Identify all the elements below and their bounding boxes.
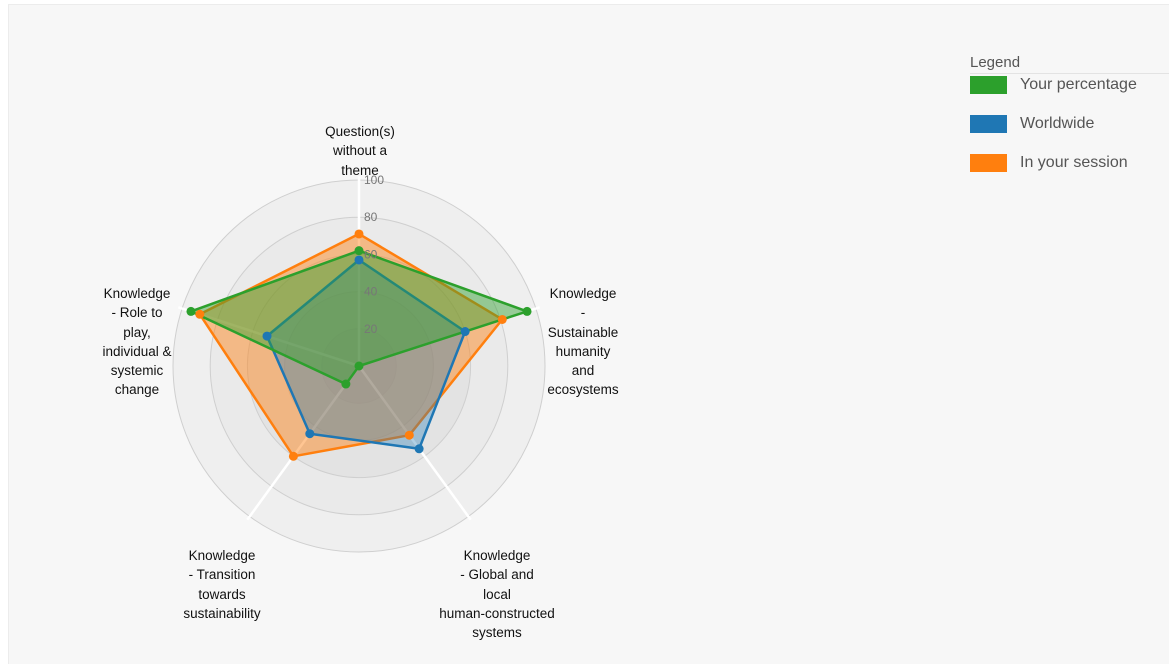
radar-series	[186, 229, 532, 461]
axis-spoke	[246, 365, 361, 521]
axis-label-line: Sustainable	[547, 324, 619, 340]
axis-label-line: Knowledge	[188, 548, 256, 563]
legend: Legend Your percentage Worldwide In your…	[970, 54, 1169, 191]
legend-swatch	[970, 76, 1007, 94]
axis-label-line: Knowledge	[549, 286, 617, 301]
axis-label: Knowledge - Global and local human-construc…	[432, 546, 562, 642]
data-point	[186, 306, 196, 316]
axis-label-line: - Transition	[188, 567, 256, 583]
axis-label-line: without a	[332, 143, 388, 159]
axis-label-line: towards	[198, 586, 246, 602]
data-point	[354, 361, 364, 371]
data-point	[341, 379, 351, 389]
data-point	[354, 229, 364, 239]
legend-swatch	[970, 115, 1007, 133]
axis-label: Knowledge - Sustainable humanity and ecosyste…	[518, 284, 648, 400]
tick-label: 80	[364, 210, 378, 224]
axis-label-line: systems	[472, 625, 522, 641]
axis-label-line: humanity	[555, 343, 611, 359]
legend-swatch	[970, 154, 1007, 172]
data-point	[288, 451, 298, 461]
series-area	[265, 258, 467, 451]
tick-label: 100	[364, 173, 384, 187]
axis-label-line: Knowledge	[463, 548, 531, 563]
axis-label-line: - Role to	[111, 305, 163, 321]
axis-label-line: theme	[341, 162, 379, 178]
data-point	[262, 331, 272, 341]
data-point	[354, 246, 364, 256]
data-point	[497, 314, 507, 324]
data-point	[404, 430, 414, 440]
legend-item-in-your-session[interactable]: In your session	[970, 152, 1169, 191]
axis-label-line: systemic	[110, 363, 164, 379]
legend-title: Legend	[970, 54, 1169, 74]
data-point	[195, 309, 205, 319]
tick-label: 20	[364, 322, 378, 336]
axis-label-line: - Global and	[460, 567, 534, 583]
axis-label-line: -	[580, 305, 586, 321]
radar-ticks: 20 40 60 80 100	[364, 173, 384, 336]
data-point	[305, 429, 315, 439]
axis-label-line: ecosystems	[547, 382, 619, 398]
axis-label-line: sustainability	[183, 605, 261, 621]
axis-label-line: human-constructed	[439, 605, 555, 621]
axis-label-line: change	[114, 382, 160, 398]
axis-label: Knowledge - Transition towards sustainabili…	[157, 546, 287, 623]
axis-label-line: and	[571, 363, 595, 379]
series-area	[189, 249, 529, 386]
legend-item-your-percentage[interactable]: Your percentage	[970, 74, 1169, 113]
tick-label: 60	[364, 247, 378, 261]
axis-label: Question(s) without a theme	[295, 122, 425, 180]
legend-label: Worldwide	[1020, 115, 1095, 132]
series-area	[198, 232, 504, 458]
axis-label-line: individual &	[102, 343, 172, 359]
axis-label-line: local	[483, 586, 511, 602]
tick-label: 40	[364, 285, 378, 299]
axis-label-line: Question(s)	[325, 124, 395, 139]
data-point	[522, 306, 532, 316]
legend-label: In your session	[1020, 154, 1128, 171]
axis-spoke	[357, 365, 472, 521]
legend-item-worldwide[interactable]: Worldwide	[970, 113, 1169, 152]
data-point	[354, 255, 364, 265]
axis-label-line: Knowledge	[103, 286, 171, 301]
legend-label: Your percentage	[1020, 76, 1137, 93]
axis-label-line: play,	[123, 324, 151, 340]
axis-label: Knowledge - Role to play, individual & syste…	[72, 284, 202, 400]
data-point	[414, 444, 424, 454]
data-point	[460, 327, 470, 337]
